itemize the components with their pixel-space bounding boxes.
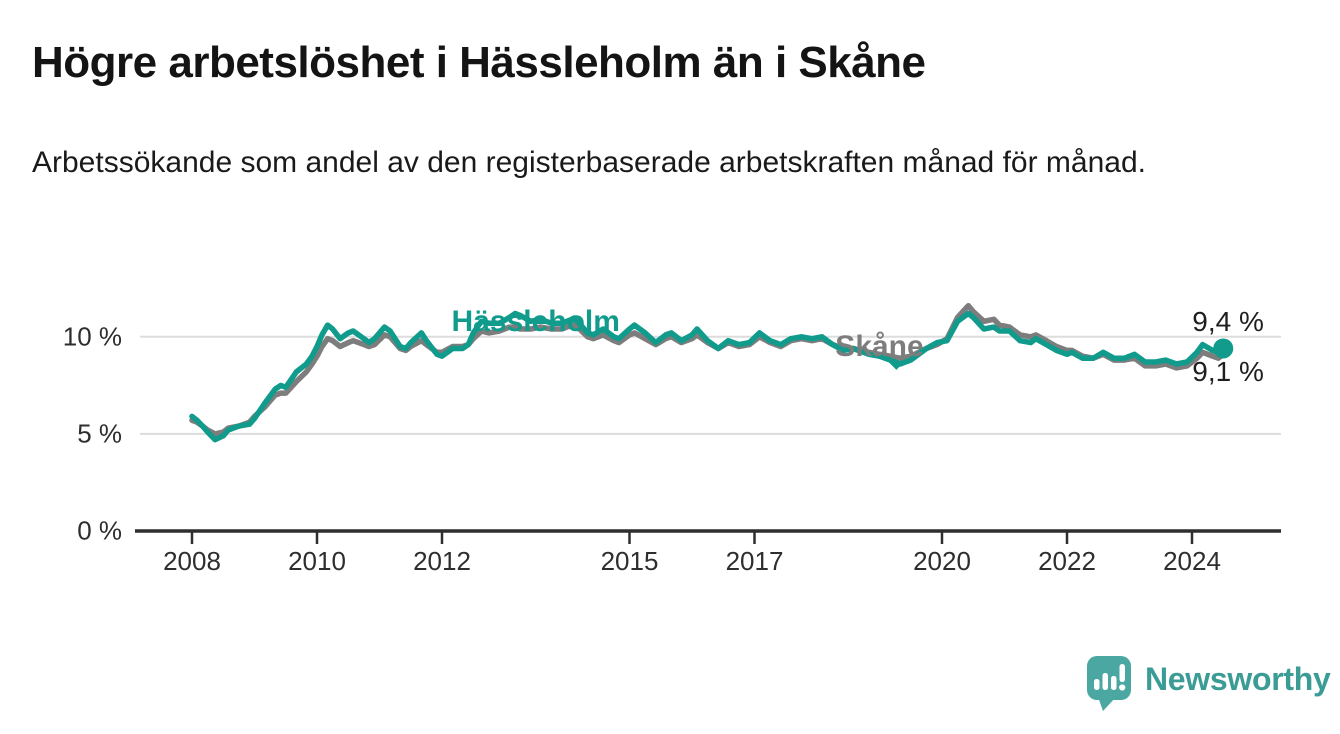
chart-title: Högre arbetslöshet i Hässleholm än i Skå… [32, 38, 926, 87]
series-line-hassleholm [189, 310, 1227, 443]
x-tick-label-2017: 2017 [725, 546, 784, 576]
speech-bubble-bar-chart-icon [1087, 656, 1131, 711]
y-tick-label-0: 0 % [77, 515, 122, 546]
chart-subtitle: Arbetssökande som andel av den registerb… [32, 146, 1146, 179]
y-tick-label-10: 10 % [62, 321, 122, 352]
x-tick-label-2015: 2015 [600, 546, 659, 576]
x-tick-label-2008: 2008 [163, 546, 221, 576]
series-label-skane: Skåne [835, 330, 924, 364]
newsworthy-brand-text: Newsworthy [1145, 661, 1331, 697]
x-tick-label-2010: 2010 [288, 546, 346, 576]
y-tick-label-5: 5 % [77, 418, 122, 449]
x-tick-label-2022: 2022 [1038, 546, 1096, 576]
end-value-label-skane: 9,1 % [1192, 356, 1264, 388]
series-label-hassleholm: Hässleholm [451, 305, 620, 339]
end-value-label-hassleholm: 9,4 % [1192, 306, 1264, 338]
x-tick-label-2020: 2020 [913, 546, 971, 576]
series-line-skane [189, 302, 1227, 437]
skane-dip-marker-icon [888, 361, 905, 370]
x-tick-label-2024: 2024 [1163, 546, 1221, 576]
x-tick-label-2012: 2012 [413, 546, 471, 576]
newsworthy-logo: Newsworthy [1086, 655, 1331, 711]
end-point-dot [1213, 338, 1234, 359]
